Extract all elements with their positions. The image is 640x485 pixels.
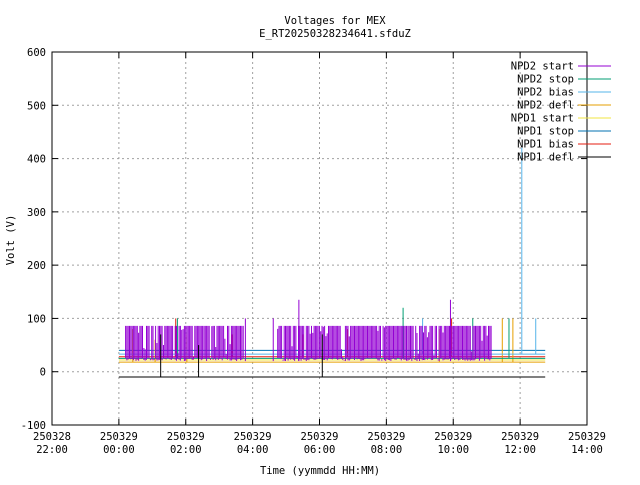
grid-lines [52,52,587,425]
legend-label-npd2-defl: NPD2 defl [517,100,574,112]
x-tick-time: 06:00 [304,444,336,456]
x-tick-time: 08:00 [371,444,403,456]
x-tick-date: 250329 [568,431,606,443]
x-tick-date: 250329 [167,431,205,443]
x-tick-date: 250329 [301,431,339,443]
x-tick-time: 00:00 [103,444,135,456]
series-layer [118,147,546,378]
series-npd2-start [125,299,492,362]
x-tick-date: 250329 [501,431,539,443]
y-tick-label: 600 [27,47,46,59]
legend-label-npd1-defl: NPD1 defl [517,152,574,164]
y-tick-label: 200 [27,260,46,272]
series-npd2-start-band [125,325,244,361]
y-tick-label: -100 [21,420,46,432]
series-npd2-start-band [277,325,492,361]
x-tick-date: 250329 [100,431,138,443]
x-axis-label: Time (yymmdd HH:MM) [260,465,380,477]
x-tick-date: 250329 [434,431,472,443]
x-tick-time: 14:00 [571,444,603,456]
series-npd1-defl [118,334,546,378]
legend-label-npd2-bias: NPD2 bias [517,87,574,99]
x-tick-time: 12:00 [504,444,536,456]
x-tick-date: 250329 [234,431,272,443]
x-tick-time: 22:00 [36,444,68,456]
chart-title: Voltages for MEX [284,15,386,27]
y-tick-label: 100 [27,313,46,325]
y-tick-label: 500 [27,100,46,112]
legend-label-npd1-start: NPD1 start [511,113,574,125]
x-tick-time: 04:00 [237,444,269,456]
x-tick-time: 02:00 [170,444,202,456]
legend-label-npd2-stop: NPD2 stop [517,74,574,86]
x-tick-time: 10:00 [437,444,469,456]
x-tick-date: 250329 [367,431,405,443]
y-tick-label: 0 [40,367,46,379]
y-tick-label: 400 [27,154,46,166]
chart-subtitle: E_RT20250328234641.sfduZ [259,28,411,40]
y-axis-label: Volt (V) [5,215,17,266]
legend-label-npd1-bias: NPD1 bias [517,139,574,151]
y-tick-label: 300 [27,207,46,219]
legend-label-npd1-stop: NPD1 stop [517,126,574,138]
x-tick-date: 250328 [33,431,71,443]
legend-label-npd2-start: NPD2 start [511,61,574,73]
